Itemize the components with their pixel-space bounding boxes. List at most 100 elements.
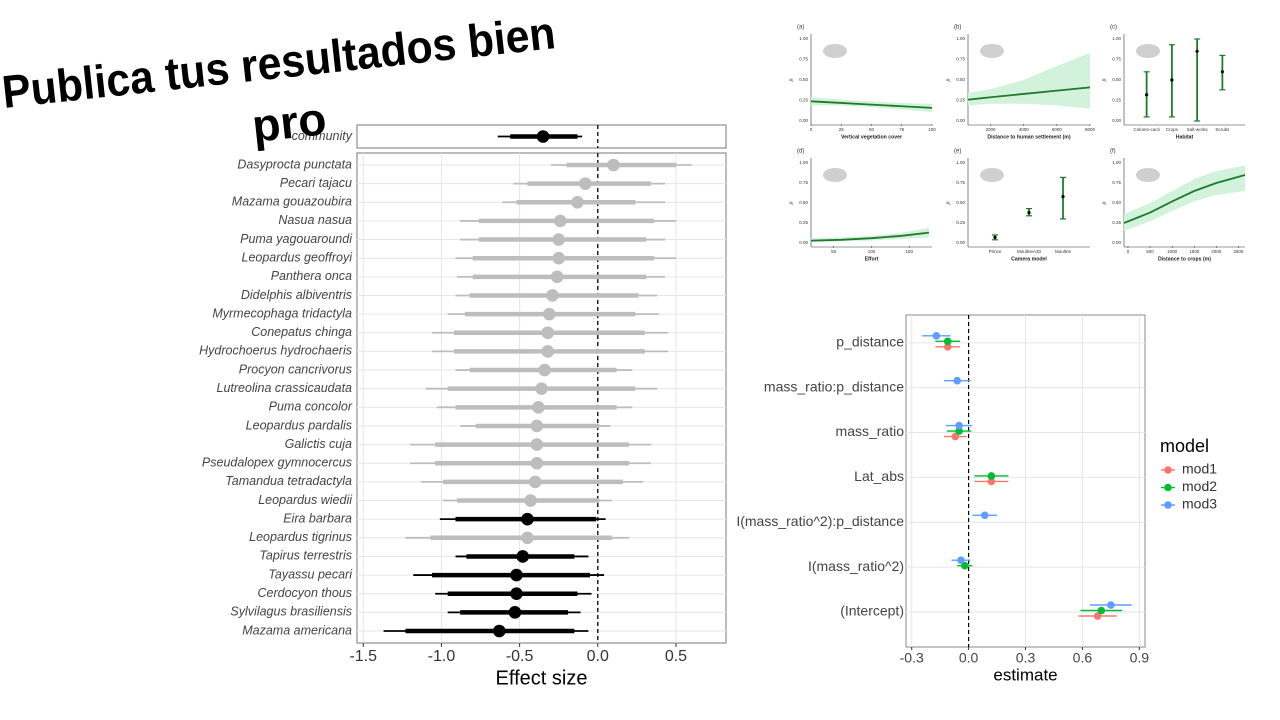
- y-tick-label: 0.25: [1112, 220, 1121, 225]
- estimate-point: [552, 233, 565, 246]
- x-axis-label: Vertical vegetation cover: [841, 134, 902, 140]
- legend-title: model: [1160, 436, 1209, 456]
- y-tick-label: 0.00: [1112, 240, 1121, 245]
- estimate-point: [578, 177, 592, 190]
- category-label: Nasua nasua: [278, 213, 352, 227]
- category-label: I(mass_ratio^2):p_distance: [736, 513, 904, 529]
- estimate-point: [955, 421, 963, 430]
- panel-label: (b): [954, 25, 961, 31]
- animal-icon: [823, 44, 847, 58]
- x-axis-label: Camera model: [1011, 256, 1047, 262]
- category-label: mass_ratio: [836, 423, 905, 439]
- category-label: Leopardus wiedii: [258, 493, 353, 507]
- slide-title: pro: [249, 92, 328, 152]
- y-tick-label: 1.00: [799, 36, 808, 41]
- estimate-point: [943, 343, 952, 351]
- x-tick-label: 75: [899, 127, 905, 132]
- category-label: Lutreolina crassicaudata: [217, 381, 353, 395]
- x-tick-label: 0.6: [1073, 650, 1093, 666]
- x-tick-label: -0.5: [506, 648, 534, 665]
- estimate-point: [530, 456, 544, 470]
- line: [810, 231, 930, 242]
- panel-label: (e): [954, 149, 961, 155]
- x-axis-label: Distance to human settlement (m): [987, 134, 1071, 140]
- legend-swatch: [1164, 466, 1172, 474]
- y-tick-label: 0.75: [799, 180, 808, 185]
- y-tick-label: 0.00: [1112, 118, 1121, 123]
- estimate-point: [1027, 211, 1031, 215]
- y-axis-label: p: [788, 201, 794, 205]
- estimate-point: [957, 556, 965, 564]
- x-tick-label: Prince: [989, 249, 1002, 254]
- legend-swatch: [1164, 501, 1172, 509]
- x-tick-label: 25: [839, 127, 845, 132]
- estimate-point: [955, 427, 963, 435]
- x-tick-label: 1500: [1189, 249, 1200, 254]
- estimate-point: [524, 494, 537, 507]
- y-tick-label: 1.00: [1112, 160, 1121, 165]
- category-label: Tapirus terrestris: [259, 549, 352, 563]
- ribbon: [811, 227, 929, 243]
- category-label: Tayassu pecari: [268, 567, 353, 581]
- y-axis-label: p: [945, 201, 951, 205]
- x-tick-label: -1.0: [428, 648, 456, 665]
- x-tick-label: 100: [868, 249, 876, 254]
- estimate-point: [980, 511, 989, 520]
- x-tick-label: 2500: [1233, 249, 1244, 254]
- estimate-point: [943, 337, 952, 346]
- x-tick-label: 500: [1146, 249, 1154, 254]
- estimate-point: [961, 561, 969, 570]
- y-tick-label: 0.25: [1112, 98, 1121, 103]
- x-tick-label: 0.0: [959, 650, 979, 666]
- category-label: Leopardus pardalis: [246, 418, 352, 432]
- y-tick-label: 0.75: [956, 180, 965, 185]
- estimate-point: [492, 624, 506, 638]
- estimate-point: [530, 438, 544, 451]
- estimate-point: [953, 376, 962, 385]
- x-tick-label: 0.0: [587, 648, 609, 665]
- x-tick-label: 0.3: [1016, 650, 1036, 666]
- estimate-point: [546, 289, 559, 302]
- panel: [356, 152, 727, 644]
- estimate-point: [530, 419, 544, 433]
- estimate-point: [536, 130, 550, 143]
- category-label: Leopardus geoffroyi: [242, 250, 354, 264]
- x-tick-label: MoultrieA30: [1017, 249, 1042, 254]
- panel-label: (f): [1110, 149, 1116, 155]
- x-tick-label: 50: [869, 127, 875, 132]
- x-axis-label: Effort: [865, 256, 879, 262]
- x-tick-label: 2000: [1211, 249, 1222, 254]
- x-tick-label: 2000: [986, 127, 997, 132]
- line: [967, 86, 1091, 101]
- y-axis-label: p: [788, 78, 794, 82]
- y-tick-label: 0.75: [1112, 57, 1121, 62]
- estimate-point: [521, 531, 534, 545]
- x-tick-label: Scrubs: [1215, 127, 1230, 132]
- category-label: Pecari tajacu: [280, 176, 352, 190]
- ribbon: [1124, 165, 1245, 231]
- estimate-point: [1097, 606, 1106, 615]
- x-tick-label: Crops: [1166, 127, 1179, 132]
- y-tick-label: 1.00: [956, 160, 965, 165]
- category-label: Didelphis albiventris: [241, 288, 352, 302]
- estimate-point: [607, 158, 620, 172]
- estimate-point: [951, 432, 960, 441]
- estimate-point: [535, 382, 548, 395]
- estimate-point: [1061, 195, 1065, 199]
- x-tick-label: Salt-works: [1187, 127, 1209, 132]
- y-tick-label: 0.00: [799, 240, 808, 245]
- category-label: Lat_abs: [854, 468, 904, 484]
- x-axis-label: Distance to crops (m): [1158, 256, 1211, 262]
- y-tick-label: 0.00: [799, 118, 808, 123]
- x-axis-label: Effect size: [496, 667, 588, 689]
- category-label: Panthera onca: [271, 269, 352, 283]
- x-tick-label: 0.9: [1130, 650, 1150, 666]
- y-tick-label: 0.50: [956, 77, 965, 82]
- panel-label: (d): [797, 149, 804, 155]
- category-label: Galictis cuja: [285, 437, 352, 451]
- estimate-point: [538, 363, 551, 377]
- legend-swatch: [1164, 483, 1172, 492]
- x-tick-label: 100: [928, 127, 936, 132]
- estimate-point: [1170, 78, 1174, 82]
